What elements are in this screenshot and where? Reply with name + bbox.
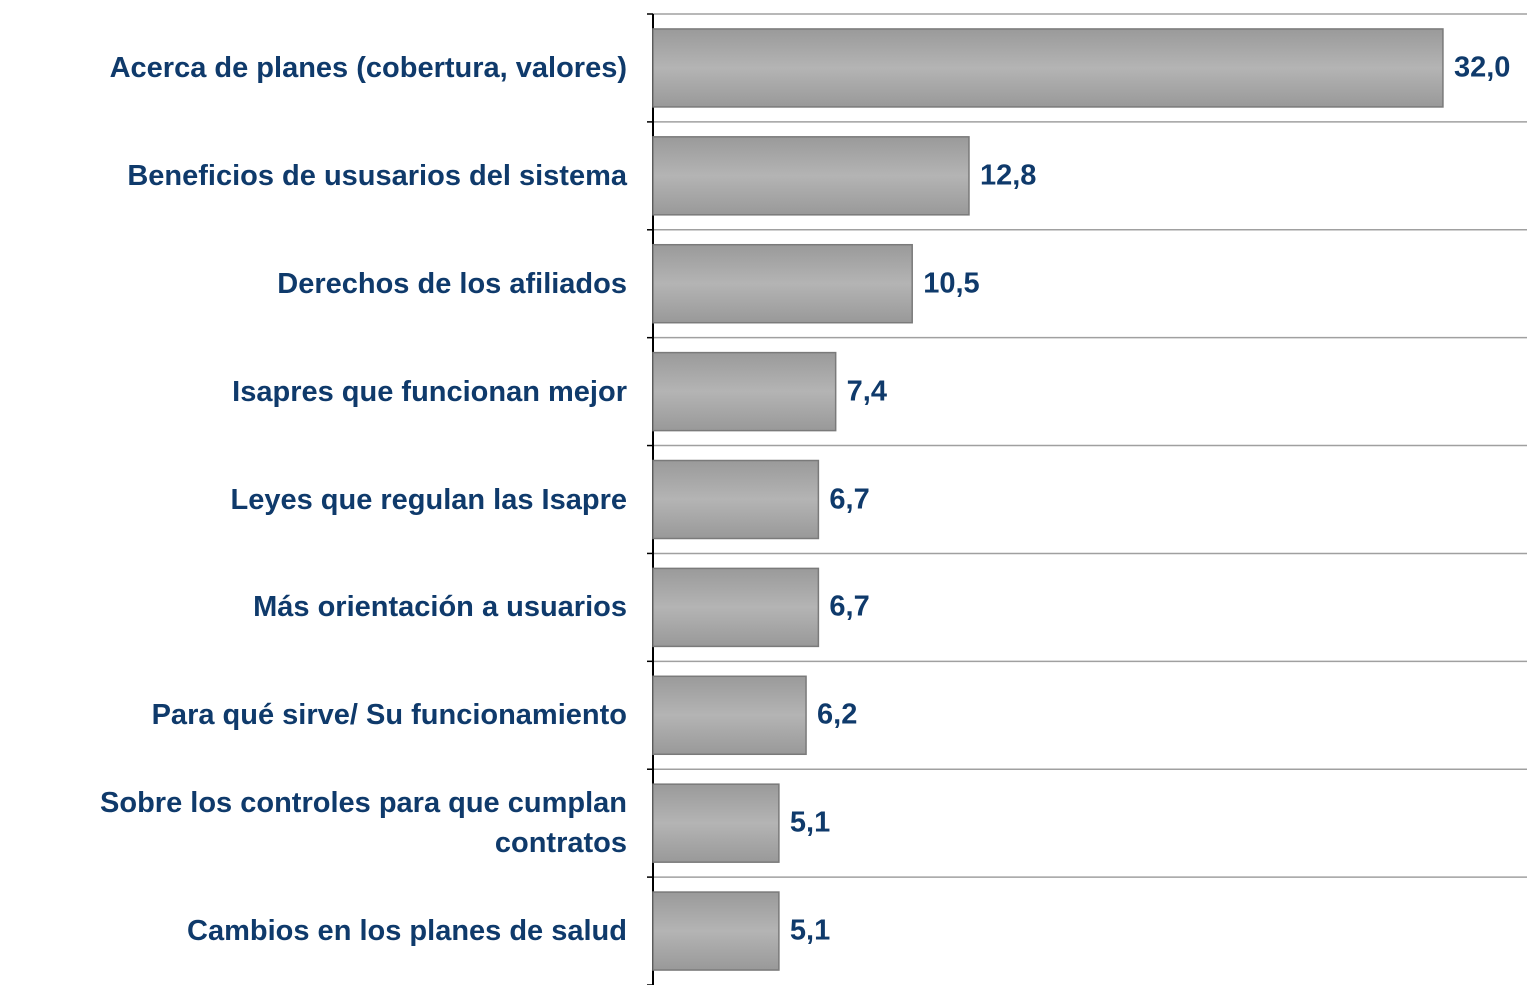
category-label: Más orientación a usuarios xyxy=(253,591,627,624)
category-label: Isapres que funcionan mejor xyxy=(232,375,627,408)
value-label: 7,4 xyxy=(846,375,887,408)
category-label: Sobre los controles para que cumplan con… xyxy=(100,787,627,860)
category-label: Derechos de los afiliados xyxy=(277,267,627,300)
bar xyxy=(652,567,820,648)
value-label: 6,7 xyxy=(829,483,870,515)
value-label: 12,8 xyxy=(979,159,1037,192)
value-label: 5,1 xyxy=(789,914,831,947)
bar xyxy=(652,28,1444,108)
value-label: 10,5 xyxy=(923,267,980,300)
category-label: Leyes que regulan las Isapre xyxy=(230,483,627,516)
category-label: Cambios en los planes de salud xyxy=(187,915,627,948)
bar xyxy=(652,783,780,863)
bar xyxy=(652,459,820,540)
bar xyxy=(652,243,913,324)
category-label: Acerca de planes (cobertura, valores) xyxy=(109,51,627,84)
bar xyxy=(652,891,780,971)
category-label: Para qué sirve/ Su funcionamiento xyxy=(151,699,627,732)
bar xyxy=(652,136,970,216)
bar xyxy=(652,351,837,432)
value-label: 5,1 xyxy=(789,806,831,839)
value-label: 32,0 xyxy=(1453,51,1511,84)
bar xyxy=(652,675,807,756)
value-label: 6,2 xyxy=(817,698,858,731)
value-label: 6,7 xyxy=(829,590,870,623)
category-label: Beneficios de ususarios del sistema xyxy=(127,159,627,192)
